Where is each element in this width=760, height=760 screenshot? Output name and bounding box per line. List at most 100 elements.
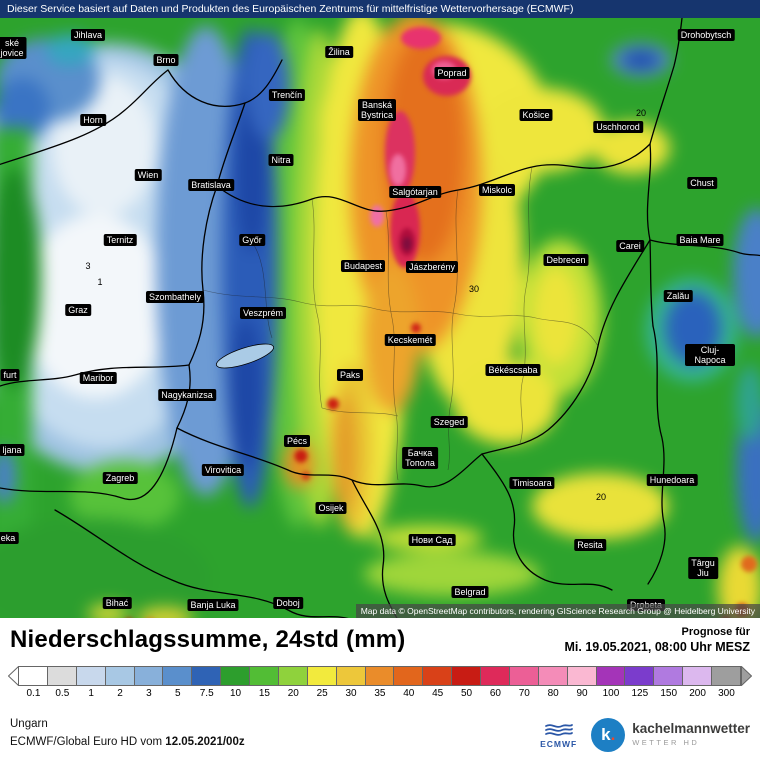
- city-label: Debrecen: [543, 254, 589, 266]
- city-label: ské jovice: [0, 37, 27, 59]
- scale-label: 45: [432, 687, 444, 699]
- scale-segment: [711, 665, 741, 686]
- city-label: Horn: [80, 114, 106, 126]
- city-label: Resita: [574, 539, 606, 551]
- kachelmann-text: kachelmannwetter WETTER HD: [632, 722, 750, 747]
- kachelmann-logo: k. kachelmannwetter WETTER HD: [591, 718, 750, 752]
- scale-label: 125: [631, 687, 649, 699]
- scale-segment: [537, 665, 568, 686]
- scale-label: 90: [576, 687, 588, 699]
- map-value-annotation: 20: [595, 492, 607, 502]
- scale-label: 100: [602, 687, 620, 699]
- scale-label: 1: [88, 687, 94, 699]
- model-run: 12.05.2021/00z: [165, 736, 245, 749]
- city-label: Virovitica: [201, 464, 245, 476]
- city-label: Budapest: [340, 260, 386, 272]
- lake-balaton: [215, 343, 275, 369]
- scale-segments: [18, 665, 741, 686]
- scale-labels: 0.1 0.5 1 2 3 5 7.5 10 15 20 25 30 35 40 45 50 60 70 80 90 1…: [19, 688, 741, 699]
- scale-label: 60: [489, 687, 501, 699]
- scale-segment: [249, 665, 279, 686]
- city-label: Nitra: [268, 154, 294, 166]
- scale-label: 300: [718, 687, 735, 699]
- city-label: Maribor: [79, 372, 117, 384]
- city-label: Nagykanizsa: [158, 389, 216, 401]
- city-label: Bratislava: [188, 179, 234, 191]
- city-label: Uschhorod: [593, 121, 643, 133]
- scale-segment: [104, 665, 135, 686]
- map-value-annotation: 20: [635, 108, 647, 118]
- map-value-annotation: 3: [85, 261, 91, 271]
- kachelmann-initial: k: [601, 725, 611, 744]
- scale-segment: [508, 665, 539, 686]
- city-label: Târgu Jiu: [688, 557, 718, 579]
- city-label: Žilina: [325, 46, 353, 58]
- city-label: Нови Сад: [408, 534, 456, 546]
- ecmwf-logo: ECMWF: [540, 722, 577, 749]
- city-label: Miskolc: [478, 184, 516, 196]
- city-label: Győr: [239, 234, 265, 246]
- scale-segment: [133, 665, 164, 686]
- scale-segment: [220, 665, 250, 686]
- scale-segment: [653, 665, 684, 686]
- scale-segment: [18, 665, 48, 686]
- service-banner: Dieser Service basiert auf Daten und Pro…: [0, 0, 760, 18]
- scale-segment: [682, 665, 712, 686]
- legend-bottom: Ungarn ECMWF/Global Euro HD vom 12.05.20…: [10, 716, 245, 752]
- scale-segment: [480, 665, 510, 686]
- map-canvas[interactable]: Jihlava Brno ské jovice Horn Wien Bratislava T…: [0, 18, 760, 618]
- legend-header: Niederschlagssumme, 24std (mm) Prognose …: [0, 624, 760, 656]
- city-label: Szombathely: [145, 291, 205, 303]
- scale-label: 30: [345, 687, 357, 699]
- city-label: Békéscsaba: [485, 364, 541, 376]
- kachelmann-circle-icon: k.: [591, 718, 626, 752]
- scale-label: 2: [117, 687, 123, 699]
- city-label: Timisoara: [509, 477, 555, 489]
- city-label: Zagreb: [102, 472, 138, 484]
- scale-label: 0.1: [26, 687, 41, 699]
- scale-label: 0.5: [55, 687, 70, 699]
- scale-segment: [364, 665, 395, 686]
- city-label: Bihać: [102, 597, 132, 609]
- scale-segment: [624, 665, 655, 686]
- scale-label: 70: [518, 687, 530, 699]
- scale-segment: [306, 665, 337, 686]
- city-label: Trenčín: [268, 89, 306, 101]
- city-label: Drohobytsch: [677, 29, 735, 41]
- scale-segment: [162, 665, 193, 686]
- kachelmann-name: kachelmannwetter: [632, 721, 750, 737]
- city-label: Kecskemét: [384, 334, 436, 346]
- city-label: Бачка Топола: [402, 447, 438, 469]
- region-label: Ungarn: [10, 718, 48, 731]
- scale-label: 40: [403, 687, 415, 699]
- scale-label: 150: [660, 687, 678, 699]
- map-value-annotation: 30: [468, 284, 480, 294]
- city-label: Graz: [65, 304, 91, 316]
- city-label: Ternitz: [103, 234, 137, 246]
- map-labels: Jihlava Brno ské jovice Horn Wien Bratislava T…: [0, 18, 760, 618]
- city-label: Poprad: [434, 67, 470, 79]
- scale-segment: [595, 665, 626, 686]
- scale-label: 50: [461, 687, 473, 699]
- city-label: Baia Mare: [676, 234, 724, 246]
- scale-label: 7.5: [199, 687, 214, 699]
- scale-arrow-right: [741, 665, 752, 686]
- city-label: Szeged: [430, 416, 468, 428]
- ecmwf-wordmark: ECMWF: [540, 738, 578, 749]
- scale-segment: [75, 665, 106, 686]
- city-label: Košice: [519, 109, 553, 121]
- scale-label: 35: [374, 687, 386, 699]
- city-label: Jászberény: [405, 261, 459, 273]
- city-label: Zalău: [663, 290, 693, 302]
- model-line: ECMWF/Global Euro HD vom 12.05.2021/00z: [10, 734, 245, 752]
- city-label: ljana: [0, 444, 25, 456]
- legend-panel: Niederschlagssumme, 24std (mm) Prognose …: [0, 618, 760, 760]
- city-label: Jihlava: [70, 29, 106, 41]
- scale-segment: [451, 665, 481, 686]
- scale-segment: [335, 665, 366, 686]
- city-label: Wien: [134, 169, 162, 181]
- city-label: Banja Luka: [187, 599, 239, 611]
- scale-label: 25: [316, 687, 328, 699]
- city-label: eka: [0, 532, 19, 544]
